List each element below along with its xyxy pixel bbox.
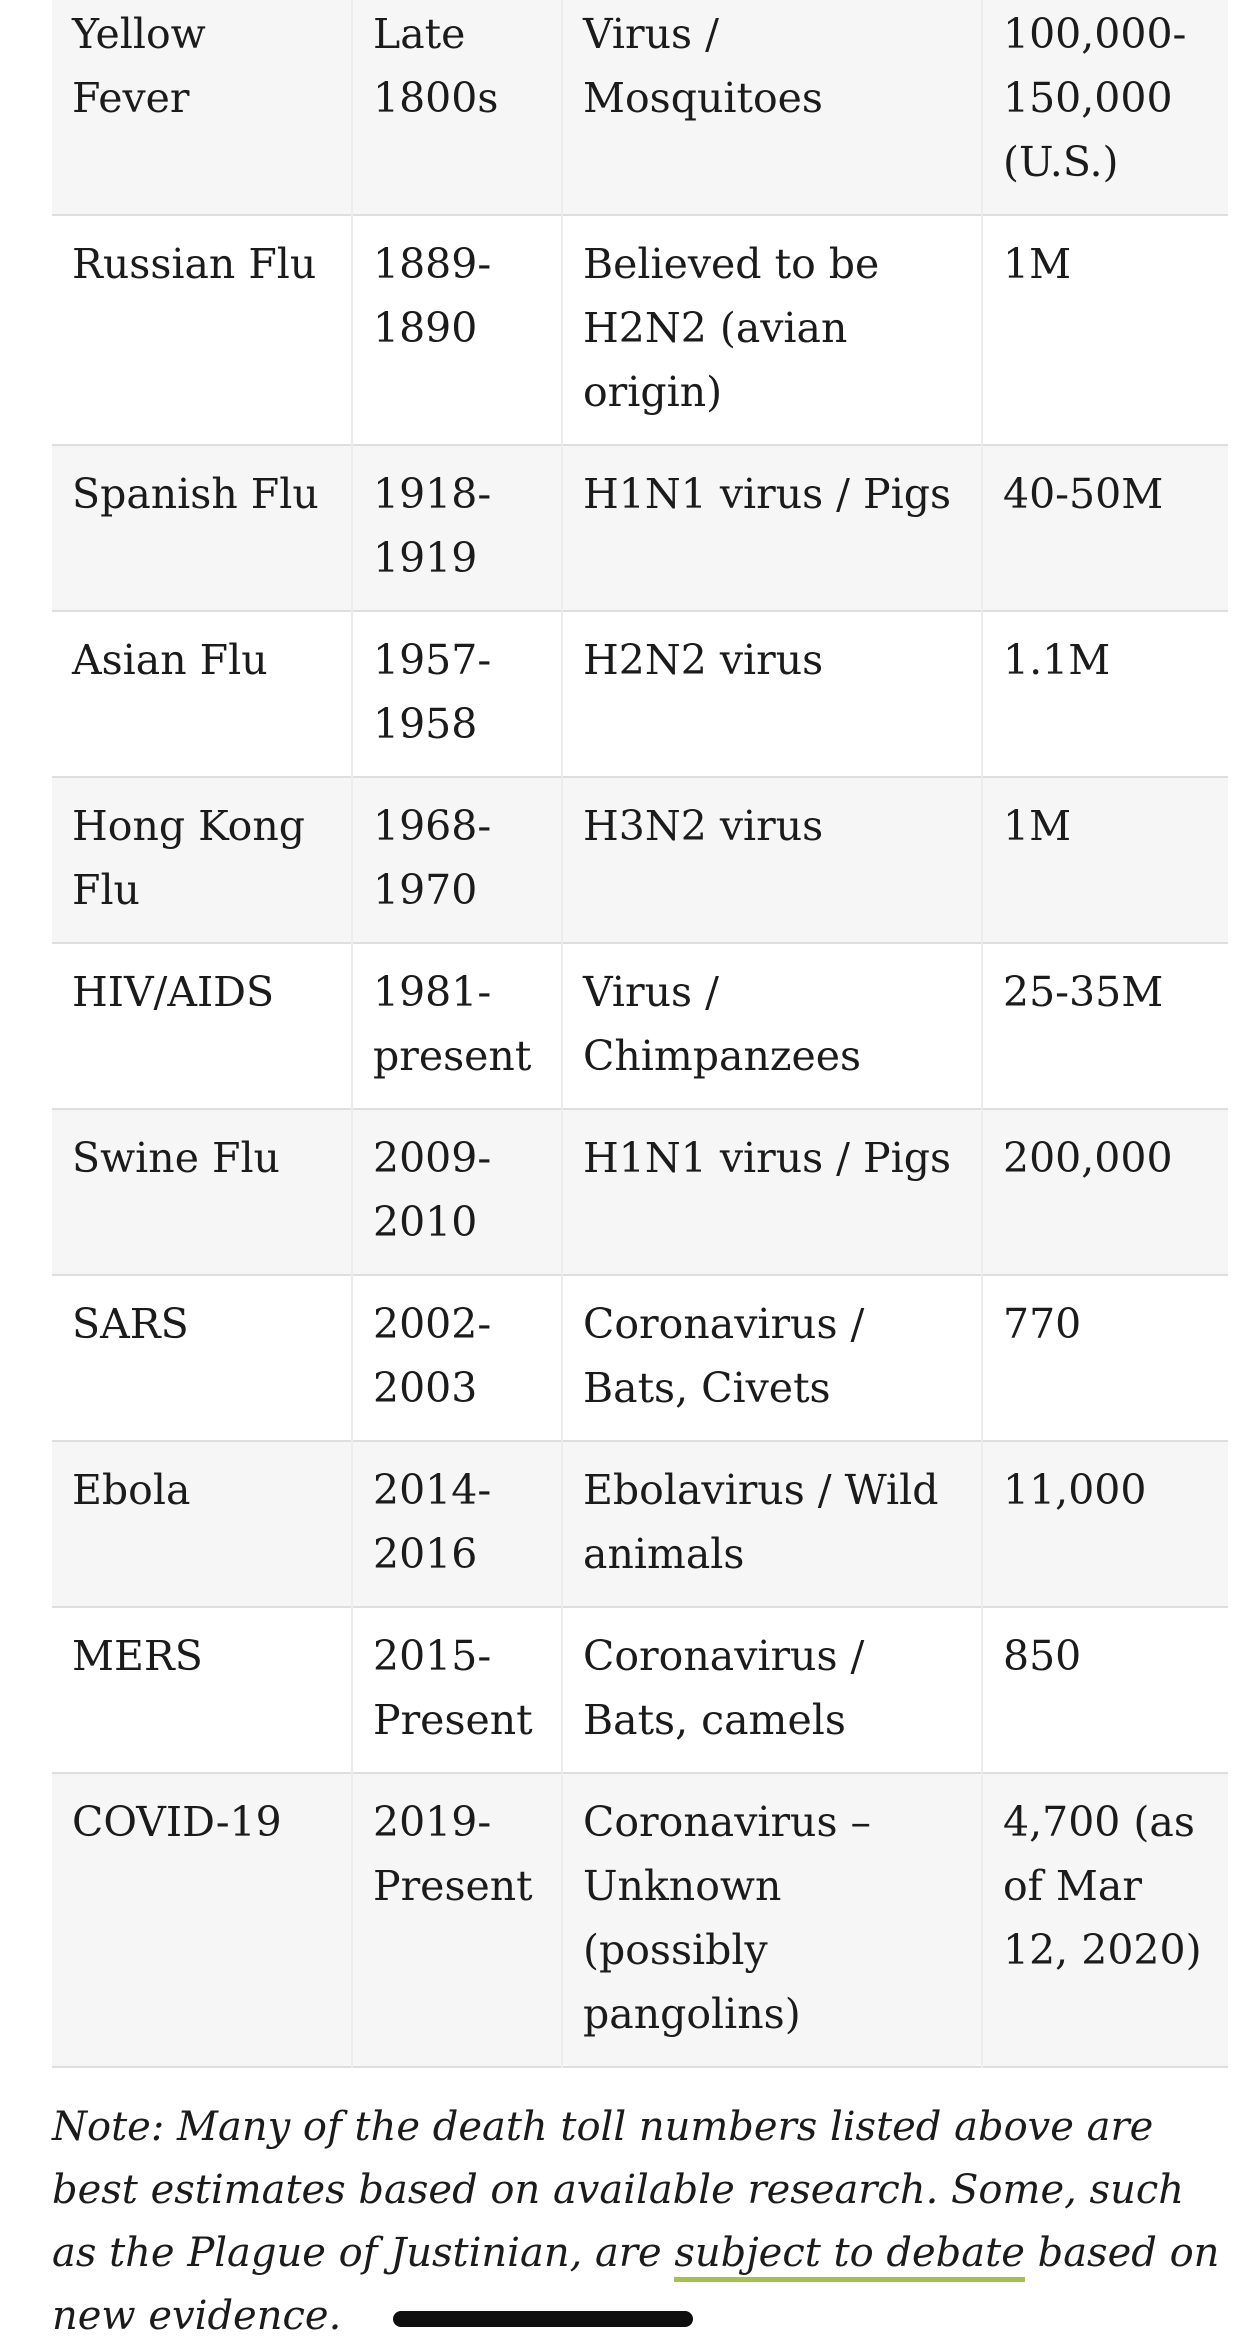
table-row: Spanish Flu 1918- 1919 H1N1 virus / Pigs… — [52, 445, 1228, 611]
cell-type-source: Coronavirus – Unknown (possibly pangolin… — [561, 1773, 982, 2067]
cell-disease-name: Hong Kong Flu — [72, 802, 305, 914]
cell-type-source: H1N1 virus / Pigs — [561, 445, 982, 611]
table-row: HIV/AIDS 1981- present Virus / Chimpanze… — [52, 943, 1228, 1109]
cell-disease-name: HIV/AIDS — [72, 968, 275, 1016]
pandemics-table: Yellow Fever Late 1800s Virus / Mosquito… — [52, 0, 1228, 2068]
cell-death-toll: 11,000 — [981, 1441, 1228, 1607]
cell-time-period: 2002- 2003 — [351, 1275, 562, 1441]
cell-death-toll: 200,000 — [981, 1109, 1228, 1275]
cell-time-period: 2019- Present — [351, 1773, 562, 2067]
cell-time-period: 1957- 1958 — [351, 611, 562, 777]
table-row: Yellow Fever Late 1800s Virus / Mosquito… — [52, 0, 1228, 215]
cell-death-toll: 770 — [981, 1275, 1228, 1441]
cell-disease-name: Spanish Flu — [72, 470, 319, 518]
cell-type-source: H3N2 virus — [561, 777, 982, 943]
cell-time-period: Late 1800s — [351, 0, 562, 215]
table-row: Asian Flu 1957- 1958 H2N2 virus 1.1M — [52, 611, 1228, 777]
cell-type-source: Ebolavirus / Wild animals — [561, 1441, 982, 1607]
table-row: Hong Kong Flu 1968- 1970 H3N2 virus 1M — [52, 777, 1228, 943]
cell-time-period: 2015- Present — [351, 1607, 562, 1773]
table-row: MERS 2015- Present Coronavirus / Bats, c… — [52, 1607, 1228, 1773]
cell-disease-name: MERS — [72, 1632, 203, 1680]
cell-time-period: 1981- present — [351, 943, 562, 1109]
table-row: SARS 2002- 2003 Coronavirus / Bats, Cive… — [52, 1275, 1228, 1441]
table-row: Russian Flu 1889- 1890 Believed to be H2… — [52, 215, 1228, 445]
cell-disease-name: Swine Flu — [72, 1134, 280, 1182]
cell-type-source: Virus / Mosquitoes — [561, 0, 982, 215]
table-row: Ebola 2014- 2016 Ebolavirus / Wild anima… — [52, 1441, 1228, 1607]
cell-death-toll: 4,700 (as of Mar 12, 2020) — [981, 1773, 1228, 2067]
cell-death-toll: 850 — [981, 1607, 1228, 1773]
black-bar — [393, 2311, 694, 2327]
cell-disease-name: Asian Flu — [72, 636, 268, 684]
cell-type-source: H2N2 virus — [561, 611, 982, 777]
cell-time-period: 2014- 2016 — [351, 1441, 562, 1607]
cell-death-toll: 25-35M — [981, 943, 1228, 1109]
cell-death-toll: 40-50M — [981, 445, 1228, 611]
cell-type-source: Coronavirus / Bats, camels — [561, 1607, 982, 1773]
cell-disease-name: COVID-19 — [72, 1798, 282, 1846]
subject-to-debate-link[interactable]: subject to debate — [674, 2230, 1025, 2282]
table-row: COVID-19 2019- Present Coronavirus – Unk… — [52, 1773, 1228, 2067]
cell-disease-name: Ebola — [72, 1466, 191, 1514]
cell-type-source: Virus / Chimpanzees — [561, 943, 982, 1109]
cell-disease-name: Yellow Fever — [72, 10, 206, 122]
cell-death-toll: 1.1M — [981, 611, 1228, 777]
cell-time-period: 2009- 2010 — [351, 1109, 562, 1275]
cell-disease-name: Russian Flu — [72, 240, 317, 288]
cell-type-source: H1N1 virus / Pigs — [561, 1109, 982, 1275]
cell-type-source: Believed to be H2N2 (avian origin) — [561, 215, 982, 445]
cell-death-toll: 1M — [981, 215, 1228, 445]
footnote-text-after: based on new evidence. — [52, 2230, 1220, 2339]
footnote: Note: Many of the death toll numbers lis… — [52, 2096, 1228, 2348]
cell-time-period: 1968- 1970 — [351, 777, 562, 943]
cell-disease-name: SARS — [72, 1300, 189, 1348]
cell-time-period: 1889- 1890 — [351, 215, 562, 445]
cell-type-source: Coronavirus / Bats, Civets — [561, 1275, 982, 1441]
cell-death-toll: 1M — [981, 777, 1228, 943]
cell-time-period: 1918- 1919 — [351, 445, 562, 611]
cell-death-toll: 100,000- 150,000 (U.S.) — [981, 0, 1228, 215]
footnote-text-before: Note: Many of the death toll numbers lis… — [52, 2104, 1184, 2276]
table-row: Swine Flu 2009- 2010 H1N1 virus / Pigs 2… — [52, 1109, 1228, 1275]
